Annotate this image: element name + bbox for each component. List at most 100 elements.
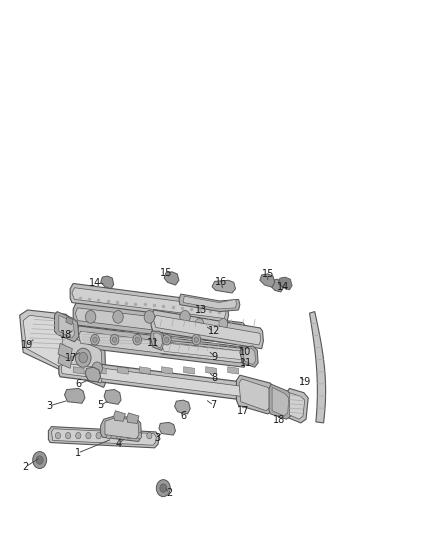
Circle shape [195,318,204,329]
Polygon shape [164,272,179,285]
Text: 15: 15 [261,270,274,279]
Circle shape [55,432,60,439]
Polygon shape [23,316,69,366]
Circle shape [137,432,142,439]
Polygon shape [269,384,292,419]
Polygon shape [54,312,79,342]
Polygon shape [260,274,275,287]
Polygon shape [59,316,74,338]
Polygon shape [175,400,190,414]
Polygon shape [212,280,236,293]
Circle shape [219,318,228,329]
Polygon shape [270,279,283,292]
Text: 6: 6 [76,379,82,389]
Polygon shape [286,389,308,423]
Circle shape [110,334,119,345]
Polygon shape [239,379,271,411]
Text: 17: 17 [237,406,249,416]
Polygon shape [272,387,289,416]
Circle shape [165,337,169,342]
Polygon shape [237,375,275,414]
Polygon shape [76,326,246,367]
Polygon shape [114,411,125,421]
Text: 16: 16 [215,277,227,287]
Circle shape [79,352,88,363]
Circle shape [75,348,91,367]
Text: 13: 13 [194,305,207,315]
Text: 18: 18 [60,330,72,341]
Circle shape [147,432,152,439]
Polygon shape [75,308,243,341]
Text: 9: 9 [212,352,218,361]
Text: 5: 5 [98,400,104,410]
Circle shape [92,362,102,375]
Circle shape [86,432,91,439]
Polygon shape [240,346,258,367]
Text: 4: 4 [116,439,122,449]
Text: 10: 10 [239,348,251,358]
Polygon shape [154,316,261,345]
Polygon shape [243,348,255,365]
Polygon shape [154,333,162,348]
Polygon shape [205,367,216,374]
Circle shape [33,451,47,469]
Text: 18: 18 [273,415,285,425]
Polygon shape [105,418,139,439]
Circle shape [36,456,43,464]
Circle shape [156,480,170,497]
Polygon shape [127,413,139,423]
Polygon shape [162,367,173,374]
Polygon shape [72,288,226,318]
Circle shape [93,337,97,342]
Text: 19: 19 [299,377,311,387]
Polygon shape [64,389,85,403]
Circle shape [91,334,99,345]
Text: 6: 6 [180,411,187,421]
Polygon shape [290,393,305,419]
Polygon shape [79,331,243,363]
Circle shape [133,334,141,345]
Polygon shape [184,296,237,309]
Circle shape [144,311,155,323]
Polygon shape [184,367,194,374]
Text: 3: 3 [154,433,160,443]
Polygon shape [58,351,72,368]
Circle shape [66,432,71,439]
Polygon shape [117,367,128,374]
Text: 8: 8 [212,373,218,383]
Polygon shape [59,359,246,400]
Text: 11: 11 [240,358,252,368]
Polygon shape [101,416,141,441]
Polygon shape [160,340,247,363]
Polygon shape [159,422,176,435]
Text: 2: 2 [166,488,172,498]
Circle shape [194,337,198,342]
Polygon shape [228,367,239,374]
Circle shape [160,484,167,492]
Circle shape [162,334,171,345]
Text: 1: 1 [74,448,81,458]
Polygon shape [59,330,106,387]
Polygon shape [73,367,84,374]
Polygon shape [101,276,114,289]
Polygon shape [48,426,159,448]
Polygon shape [61,363,243,397]
Polygon shape [20,310,73,370]
Circle shape [85,311,96,323]
Text: 7: 7 [211,400,217,410]
Polygon shape [139,367,150,374]
Polygon shape [278,277,292,290]
Text: 15: 15 [160,268,172,278]
Polygon shape [310,312,325,423]
Polygon shape [179,294,240,312]
Text: 14: 14 [89,278,101,288]
Polygon shape [151,310,263,349]
Polygon shape [104,390,121,405]
Circle shape [113,337,117,342]
Text: 3: 3 [46,401,52,411]
Text: 17: 17 [65,353,77,362]
Polygon shape [51,429,156,445]
Polygon shape [70,284,229,322]
Circle shape [116,432,121,439]
Text: 14: 14 [277,281,290,292]
